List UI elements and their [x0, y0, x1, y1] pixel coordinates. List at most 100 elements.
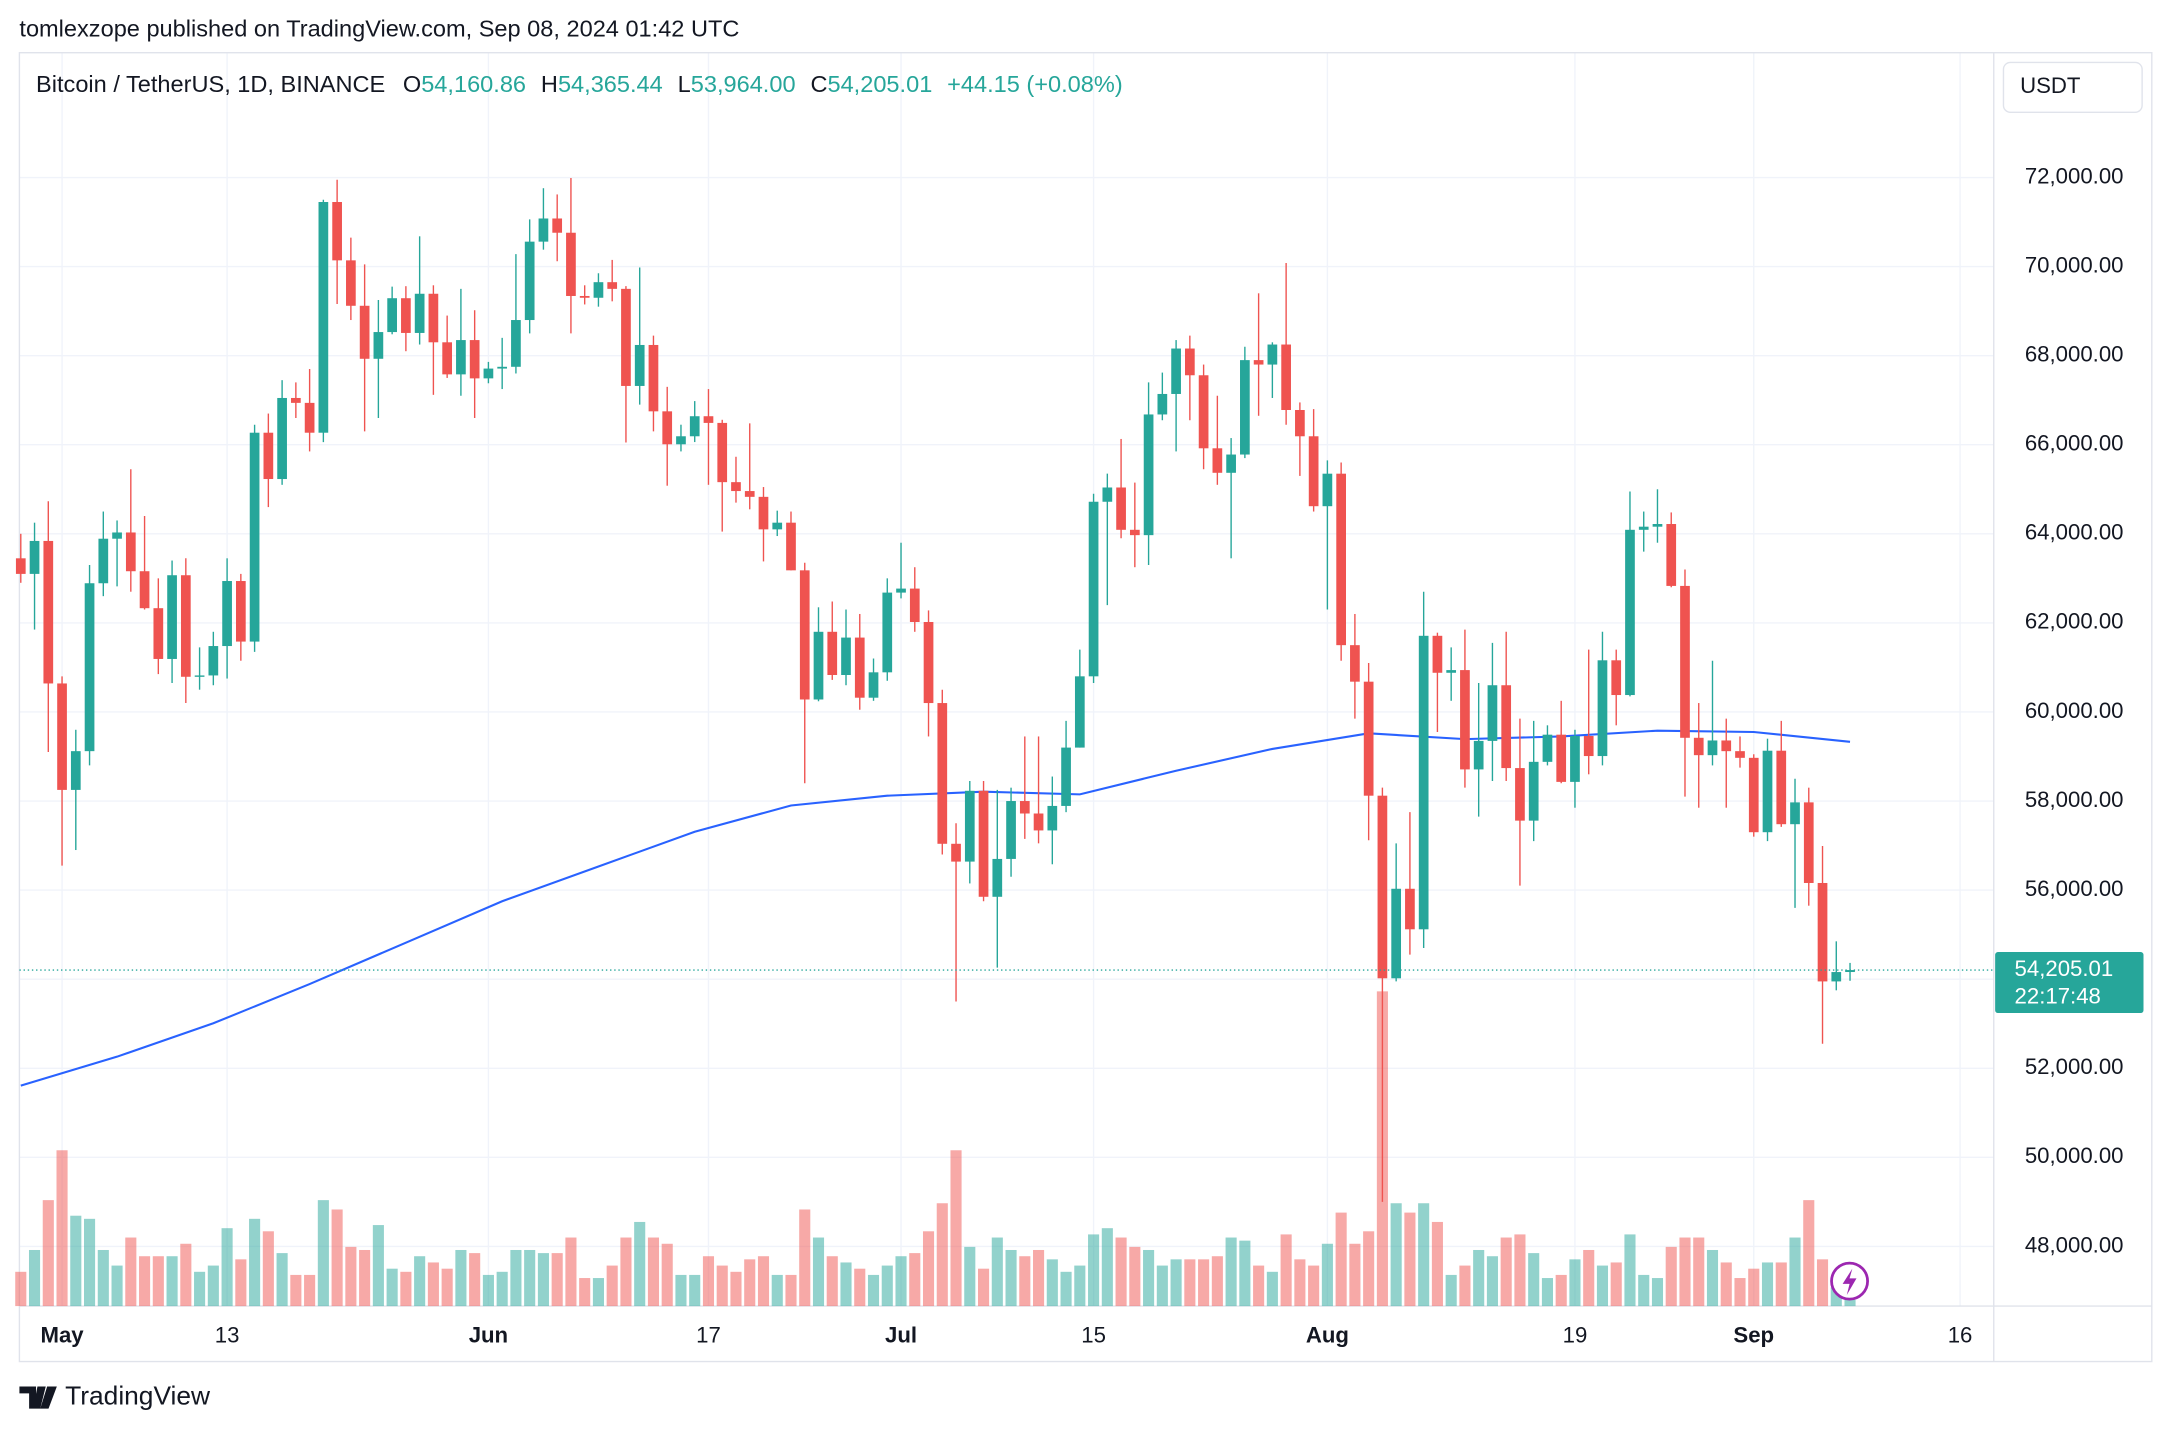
candle-body — [1515, 768, 1525, 821]
candle-body — [1116, 487, 1126, 530]
candle-body — [1762, 750, 1773, 833]
x-tick-label: 19 — [1563, 1322, 1588, 1347]
candle-body — [786, 522, 796, 571]
volume-bar — [42, 1200, 54, 1307]
volume-bar — [249, 1218, 261, 1307]
volume-bar — [881, 1265, 893, 1307]
candle-body — [1831, 972, 1842, 982]
candle-body — [1129, 529, 1140, 536]
price-badge-value: 54,205.01 — [2015, 956, 2114, 981]
candle-body — [222, 581, 232, 647]
volume-bar — [1459, 1265, 1471, 1307]
lightning-icon[interactable] — [1830, 1261, 1869, 1301]
volume-bar — [304, 1274, 316, 1307]
candle-body — [442, 342, 453, 375]
candle-body — [882, 592, 893, 673]
candle-body — [167, 575, 177, 659]
volume-bar — [1211, 1256, 1223, 1307]
volume-bar — [469, 1253, 481, 1307]
candle-body — [1583, 736, 1594, 757]
volume-bar — [1445, 1274, 1457, 1307]
volume-bar — [1500, 1237, 1512, 1307]
volume-bar — [1321, 1243, 1333, 1307]
volume-bar — [1610, 1262, 1622, 1307]
volume-bar — [1693, 1237, 1705, 1307]
candle-body — [648, 344, 659, 412]
candle-body — [387, 298, 397, 333]
candle-body — [676, 436, 686, 445]
y-tick-label: 50,000.00 — [2025, 1143, 2124, 1168]
candle-body — [428, 293, 439, 343]
candle-body — [180, 575, 191, 677]
x-tick-label: Jul — [885, 1322, 917, 1347]
candle-body — [1845, 970, 1855, 973]
candle-body — [1528, 761, 1539, 821]
candle-body — [1693, 737, 1704, 756]
candle-body — [277, 397, 287, 480]
volume-bar — [537, 1253, 549, 1307]
volume-bar — [1019, 1256, 1031, 1307]
volume-bar — [1679, 1237, 1691, 1307]
volume-bar — [1596, 1265, 1609, 1307]
volume-bar — [1349, 1243, 1361, 1307]
volume-bar — [1706, 1249, 1719, 1307]
candle-body — [291, 397, 301, 403]
candle-body — [1047, 805, 1058, 831]
volume-bar — [1184, 1259, 1196, 1307]
candle-body — [1776, 750, 1787, 825]
volume-bar — [950, 1150, 962, 1307]
volume-bar — [909, 1253, 921, 1307]
candle-body — [799, 570, 810, 700]
candle-body — [896, 588, 906, 593]
volume-bar — [1294, 1259, 1306, 1307]
candle-body — [1184, 348, 1195, 376]
candle-body — [566, 232, 576, 296]
candle-body — [552, 218, 563, 233]
volume-bar — [1473, 1249, 1485, 1307]
volume-bar — [1775, 1262, 1787, 1307]
ohlc-key: C — [810, 71, 827, 97]
candle-body — [937, 703, 948, 844]
frame — [18, 52, 2153, 1363]
y-tick-label: 58,000.00 — [2025, 787, 2124, 812]
candle-body — [593, 282, 604, 298]
volume-bar — [812, 1237, 825, 1307]
candle-body — [1446, 670, 1457, 673]
volume-bar — [372, 1225, 384, 1307]
x-tick-label: 17 — [696, 1322, 721, 1347]
candle-body — [112, 532, 122, 539]
volume-bar — [1170, 1259, 1182, 1307]
y-tick-label: 48,000.00 — [2025, 1232, 2124, 1257]
volume-bar — [867, 1274, 880, 1307]
candle-body — [854, 637, 865, 698]
volume-bar — [1088, 1234, 1100, 1307]
volume-bar — [1101, 1228, 1113, 1307]
volume-bar — [1308, 1265, 1320, 1307]
candle-body — [923, 621, 934, 704]
volume-bar — [510, 1249, 522, 1307]
volume-bar — [1074, 1265, 1086, 1307]
volume-bar — [936, 1203, 948, 1307]
volume-bar — [1651, 1278, 1664, 1307]
candle-body — [1501, 685, 1512, 769]
volume-bar — [854, 1268, 866, 1307]
volume-bar — [840, 1262, 852, 1307]
candle-body — [469, 340, 480, 379]
volume-bar — [70, 1215, 82, 1307]
candle-body — [1405, 888, 1415, 930]
candle-body — [579, 295, 590, 298]
volume-bar — [317, 1200, 329, 1307]
volume-bar — [1143, 1249, 1155, 1307]
candle-body — [1707, 740, 1718, 756]
currency-button[interactable] — [2002, 61, 2143, 114]
ohlc-key: L — [678, 71, 691, 97]
x-tick-label: 15 — [1081, 1322, 1106, 1347]
candle-body — [909, 588, 920, 622]
volume-bar — [386, 1268, 398, 1307]
volume-bar — [565, 1237, 577, 1307]
currency-label: USDT — [2020, 73, 2081, 98]
volume-bar — [84, 1218, 96, 1307]
volume-bar — [276, 1253, 288, 1307]
volume-bar — [964, 1246, 976, 1307]
volume-bar — [661, 1243, 673, 1307]
